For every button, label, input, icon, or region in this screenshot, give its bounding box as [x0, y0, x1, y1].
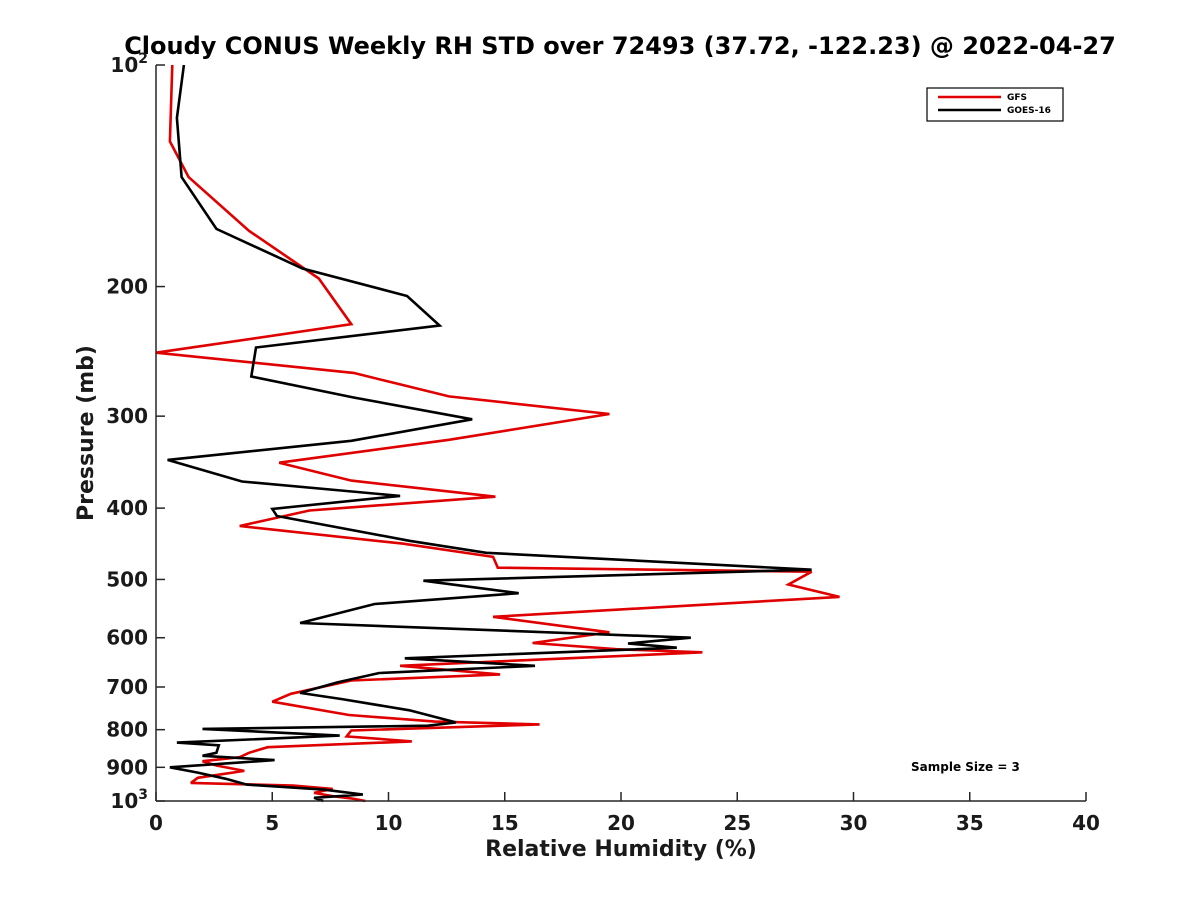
y-tick-label: 500	[106, 567, 148, 591]
x-axis-label: Relative Humidity (%)	[485, 837, 757, 862]
x-tick-label: 25	[723, 811, 751, 835]
y-axis-label: Pressure (mb)	[74, 345, 99, 521]
y-tick-label: 400	[106, 496, 148, 520]
legend-label-goes16: GOES-16	[1007, 106, 1051, 116]
x-tick-label: 15	[491, 811, 519, 835]
x-tick-label: 0	[149, 811, 163, 835]
y-tick-label: 102	[110, 51, 148, 77]
y-tick-label: 700	[106, 675, 148, 699]
y-tick-label: 900	[106, 755, 148, 779]
x-ticks: 0 5 10 15 20 25 30 35 40	[149, 792, 1100, 835]
x-tick-label: 40	[1072, 811, 1100, 835]
plot-area: 0 5 10 15 20 25 30 35 40 102 200 300 400 500 600 700 80…	[106, 51, 1100, 835]
y-tick-label: 103	[110, 787, 148, 813]
x-tick-label: 30	[840, 811, 868, 835]
y-tick-label: 600	[106, 626, 148, 650]
y-tick-label: 800	[106, 718, 148, 742]
legend: GFS GOES-16	[926, 87, 1064, 122]
x-tick-label: 10	[375, 811, 403, 835]
legend-label-gfs: GFS	[1007, 93, 1027, 103]
chart-title: Cloudy CONUS Weekly RH STD over 72493 (3…	[124, 32, 1116, 60]
x-tick-label: 35	[956, 811, 984, 835]
legend-box	[926, 87, 1064, 122]
y-tick-label: 200	[106, 275, 148, 299]
series-line-goes16	[167, 64, 812, 803]
series-line-gfs	[155, 64, 840, 803]
y-ticks: 102 200 300 400 500 600 700 800 900 103	[106, 51, 165, 813]
series-layer	[155, 64, 840, 803]
y-tick-label: 300	[106, 404, 148, 428]
x-tick-label: 5	[265, 811, 279, 835]
sample-size-annotation: Sample Size = 3	[911, 760, 1020, 774]
x-tick-label: 20	[607, 811, 635, 835]
